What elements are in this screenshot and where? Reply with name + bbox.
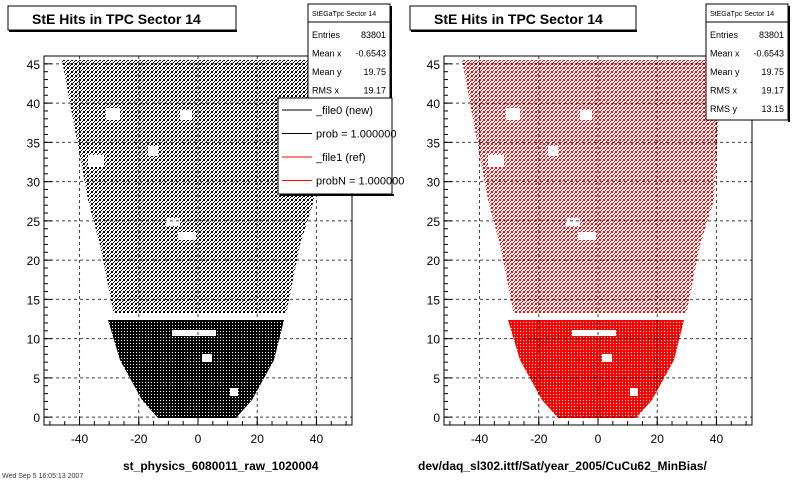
y-tick-label: 45 [427,58,441,72]
stats-value: 83801 [759,30,784,40]
legend-left: _file0 (new) prob = 1.000000 _file1 (ref) p… [277,97,404,196]
footer-fragment: Wed Sep 5 16:05:13 2007 [2,473,83,480]
legend-label: prob = 1.000000 [316,129,396,141]
hole-5-left [166,218,180,226]
x-tick-label: -40 [471,432,489,446]
x-tick-label: -20 [530,432,548,446]
stats-label: Mean x [312,49,342,59]
stats-box-left: StEGaTpc Sector 14 Entries 83801 Mean x -0.… [307,3,392,108]
x-tick-label: -20 [130,432,148,446]
hole-4-left [148,146,158,156]
hole-6-right [578,232,596,240]
y-tick-label: 20 [427,254,441,268]
hole-2-right [580,110,592,120]
stats-value: 19.17 [761,86,784,96]
gap-stripe-left [90,313,310,319]
stats-rows-right: Entries 83801 Mean x -0.6543 Mean y 19.75 RMS … [710,30,784,114]
stats-value: 83801 [361,30,386,40]
hole-1-left [106,108,120,120]
y-tick-label: 0 [433,411,440,425]
x-tick-label: -40 [71,432,89,446]
stats-label: RMS y [710,104,738,114]
stats-value: 19.75 [363,67,386,77]
y-tick-label: 5 [33,372,40,386]
stats-label: Entries [312,30,341,40]
stats-label: Entries [710,30,739,40]
hole-5-right [566,218,580,226]
legend-label: probN = 1.000000 [316,176,404,188]
legend-label: _file0 (new) [315,105,373,117]
y-tick-label: 30 [27,176,41,190]
title-box-left: StE Hits in TPC Sector 14 [7,5,237,32]
legend-entries-left: _file0 (new) prob = 1.000000 _file1 (ref) p… [282,105,404,188]
hits-upper-band-right [462,60,722,315]
chart-title-right: StE Hits in TPC Sector 14 [434,11,603,27]
stats-value: 13.15 [761,104,784,114]
hole-2-left [180,110,192,120]
y-tick-label: 30 [427,176,441,190]
hole-1-right [506,108,520,120]
y-tick-label: 40 [427,97,441,111]
y-tick-label: 20 [27,254,41,268]
y-tick-label: 15 [427,293,441,307]
hole-9-right [630,388,638,396]
x-tick-label: 20 [651,432,665,446]
xlabel-left: st_physics_6080011_raw_1020004 [123,459,319,473]
chart-title-left: StE Hits in TPC Sector 14 [32,11,201,27]
hole-4-right [548,146,558,156]
xlabel-right: dev/daq_sl302.ittf/Sat/year_2005/CuCu62_… [418,459,707,473]
hole-8-left [202,354,212,362]
stats-rows-left: Entries 83801 Mean x -0.6543 Mean y 19.75 RMS … [312,30,386,96]
y-tick-label: 0 [33,411,40,425]
hole-3-left [88,155,104,167]
hole-9-left [230,388,238,396]
x-tick-label: 0 [595,432,602,446]
x-tick-label: 20 [251,432,265,446]
y-tick-label: 45 [27,58,41,72]
axes-right: -40 -20 0 20 40 0 5 10 15 20 25 30 35 40 45 [427,58,747,446]
y-tick-label: 25 [427,215,441,229]
hits-region-right [462,60,722,418]
panel-left: StE Hits in TPC Sector 14 -40 -20 0 20 [2,3,404,480]
stats-title-right: StEGaTpc Sector 14 [710,11,774,18]
axes-left: -40 -20 0 20 40 0 5 10 15 20 25 30 35 40 45 [27,58,347,446]
stats-label: Mean x [710,49,740,59]
y-tick-label: 10 [27,333,41,347]
y-tick-label: 40 [27,97,41,111]
hits-lower-band-right [508,320,684,418]
gap-stripe-right [490,313,710,319]
y-tick-label: 35 [27,136,41,150]
y-tick-label: 10 [427,333,441,347]
y-tick-label: 15 [27,293,41,307]
hole-7-left [172,330,216,336]
y-tick-label: 25 [27,215,41,229]
stats-value: 19.75 [761,67,784,77]
title-box-right: StE Hits in TPC Sector 14 [409,5,637,32]
hole-7-right [572,330,616,336]
stats-label: RMS x [312,86,340,96]
hits-lower-band-left [108,320,284,418]
hole-3-right [488,155,504,167]
stats-value: 19.17 [363,86,386,96]
y-tick-label: 35 [427,136,441,150]
stats-value: -0.6543 [355,49,386,59]
x-tick-label: 40 [710,432,724,446]
x-tick-label: 40 [310,432,324,446]
hole-8-right [602,354,612,362]
x-tick-label: 0 [195,432,202,446]
stats-title-left: StEGaTpc Sector 14 [312,11,376,18]
stats-box-right: StEGaTpc Sector 14 Entries 83801 Mean x -0.… [705,3,790,122]
legend-label: _file1 (ref) [315,152,366,164]
stats-label: RMS x [710,86,738,96]
stats-label: Mean y [710,67,740,77]
y-tick-label: 5 [433,372,440,386]
stats-label: Mean y [312,67,342,77]
panel-right: StE Hits in TPC Sector 14 -40 -20 0 20 40 0 5 1… [409,3,790,473]
hole-6-left [178,232,196,240]
stats-value: -0.6543 [753,49,784,59]
